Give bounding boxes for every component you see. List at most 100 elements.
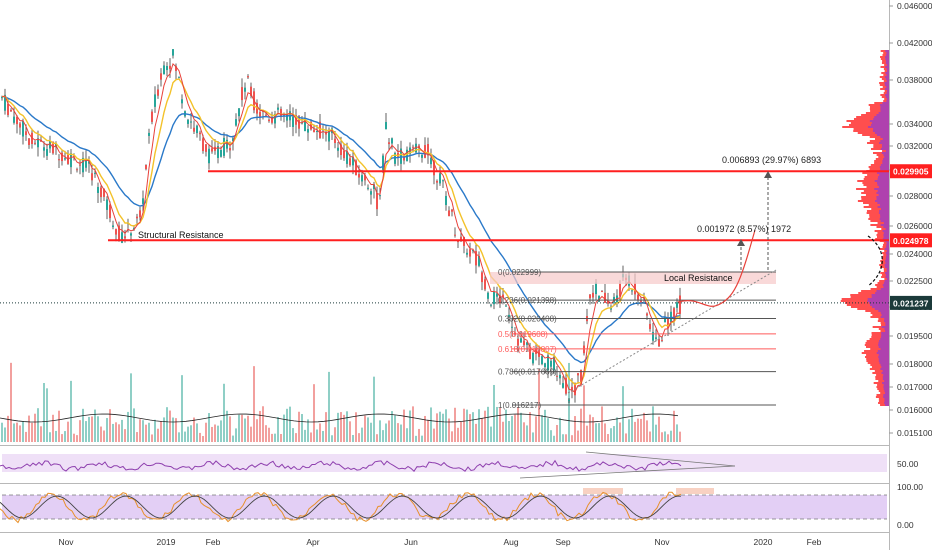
time-tick-label: Jun <box>404 537 418 547</box>
candle-body <box>451 209 453 212</box>
volume-profile-bar <box>880 58 889 60</box>
candle-body <box>652 331 654 341</box>
volume-bar <box>217 425 219 442</box>
volume-profile-bar <box>846 120 889 122</box>
volume-profile-bar <box>853 118 889 120</box>
volume-bar <box>10 362 12 442</box>
candle-body <box>412 146 414 148</box>
volume-profile-bar-inner <box>883 234 889 236</box>
volume-profile-bar-inner <box>885 88 889 90</box>
candle-body <box>589 294 591 299</box>
candle-body <box>637 295 639 301</box>
candle-body <box>136 216 138 219</box>
volume-bar <box>589 414 591 442</box>
volume-bar <box>301 414 303 442</box>
volume-bar <box>241 414 243 442</box>
candle-body <box>271 118 273 123</box>
volume-bar <box>394 415 396 442</box>
candle-body <box>91 173 93 181</box>
volume-bar <box>232 435 234 442</box>
volume-bar <box>412 406 414 442</box>
ascending-trendline[interactable] <box>567 269 777 394</box>
candle-body <box>493 291 495 305</box>
volume-profile-bar-inner <box>886 98 889 100</box>
volume-profile-bar-inner <box>878 342 889 344</box>
rsi-axis-label: 50.00 <box>897 459 919 469</box>
candle-body <box>355 160 357 176</box>
local-resistance-zone[interactable] <box>490 272 776 284</box>
price-tick-label: 0.018000 <box>897 359 932 369</box>
candle-body <box>427 144 429 156</box>
candle-body <box>268 119 270 122</box>
volume-profile-bar <box>878 400 889 402</box>
candle-body <box>292 116 294 127</box>
candle-body <box>4 94 6 111</box>
candle-body <box>418 145 420 149</box>
volume-profile-bar <box>875 378 889 380</box>
volume-profile-bar <box>879 248 889 250</box>
volume-bar <box>304 429 306 442</box>
volume-profile-bar-inner <box>878 346 889 348</box>
volume-bar <box>235 428 237 442</box>
candle-body <box>547 355 549 371</box>
candle-body <box>16 116 18 125</box>
volume-profile-bar <box>880 88 889 90</box>
volume-profile-bar <box>865 112 889 114</box>
volume-bar <box>640 418 642 442</box>
projected-path <box>677 229 756 307</box>
candle-body <box>244 87 246 92</box>
volume-profile-bar-inner <box>884 328 889 330</box>
volume-bar <box>358 433 360 442</box>
price-badge <box>890 295 932 310</box>
volume-profile-bar <box>876 154 889 156</box>
volume-profile-bar <box>862 172 889 174</box>
candle-body <box>532 353 534 364</box>
volume-profile-bar-inner <box>882 102 889 104</box>
volume-bar <box>427 419 429 442</box>
volume-profile-bar <box>865 342 889 344</box>
candle-body <box>370 191 372 195</box>
volume-bar <box>262 406 264 442</box>
volume-profile-bar <box>850 306 889 308</box>
volume-profile-bar <box>877 282 889 284</box>
candle-body <box>325 132 327 135</box>
volume-profile-bar-inner <box>886 54 889 56</box>
volume-profile-bar-inner <box>878 176 889 178</box>
volume-profile-bar <box>880 272 889 274</box>
volume-profile-bar <box>861 114 889 116</box>
volume-profile-bar-inner <box>887 90 889 92</box>
candle-body <box>568 400 570 402</box>
volume-bar <box>271 433 273 442</box>
volume-bar <box>166 407 168 442</box>
volume-bar <box>49 432 51 442</box>
candle-body <box>475 251 477 266</box>
volume-profile-bar <box>880 392 889 394</box>
volume-profile-bar <box>871 334 889 336</box>
candle-body <box>478 256 480 266</box>
fibonacci-retracement[interactable]: 0(0.022999) 0.236(0.021398) 0.382(0.020408… <box>498 268 776 410</box>
volume-bar <box>583 385 585 442</box>
volume-bar <box>463 408 465 442</box>
candle-body <box>175 66 177 71</box>
volume-bar <box>184 431 186 442</box>
candle-body <box>358 174 360 178</box>
volume-bar <box>469 414 471 442</box>
candle-body <box>607 301 609 304</box>
candle-body <box>277 107 279 110</box>
volume-profile-bar <box>879 280 889 282</box>
volume-profile-bar-inner <box>882 378 889 380</box>
volume-profile-bar-inner <box>885 260 889 262</box>
volume-profile-bar <box>879 264 889 266</box>
candle-body <box>172 49 174 56</box>
price-pane-bg <box>0 0 889 445</box>
volume-bar <box>454 407 456 442</box>
candle-body <box>274 114 276 124</box>
volume-profile-bar <box>846 304 889 306</box>
volume-profile-bar-inner <box>885 66 889 68</box>
profile-curve-annotation <box>867 235 883 287</box>
volume-bar <box>7 415 9 442</box>
volume-profile-bar-inner <box>885 258 889 260</box>
candle-body <box>1 96 3 99</box>
candle-body <box>466 252 468 255</box>
volume-bar <box>283 414 285 442</box>
